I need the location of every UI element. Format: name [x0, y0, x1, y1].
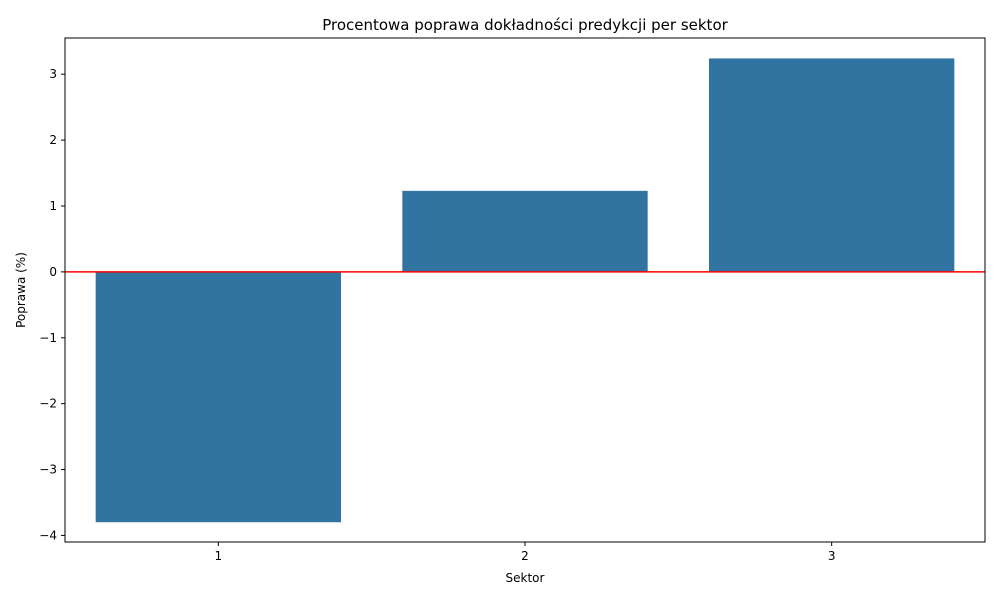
bar-sector-3 — [709, 58, 955, 272]
y-tick-label: 3 — [49, 67, 57, 81]
x-tick-label: 2 — [521, 549, 529, 563]
chart-title: Procentowa poprawa dokładności predykcji… — [322, 16, 728, 34]
y-tick-label: 0 — [49, 265, 57, 279]
x-tick-label: 3 — [828, 549, 836, 563]
y-tick-label: 2 — [49, 133, 57, 147]
bar-sector-2 — [402, 190, 648, 272]
y-tick-label: −2 — [39, 397, 57, 411]
y-tick-label: −1 — [39, 331, 57, 345]
x-tick-label: 1 — [215, 549, 223, 563]
bar-sector-1 — [95, 271, 342, 523]
y-tick-label: −4 — [39, 528, 57, 542]
y-tick-label: 1 — [49, 199, 57, 213]
x-axis-label: Sektor — [506, 571, 545, 585]
y-tick-label: −3 — [39, 463, 57, 477]
y-axis-label: Poprawa (%) — [14, 252, 28, 328]
